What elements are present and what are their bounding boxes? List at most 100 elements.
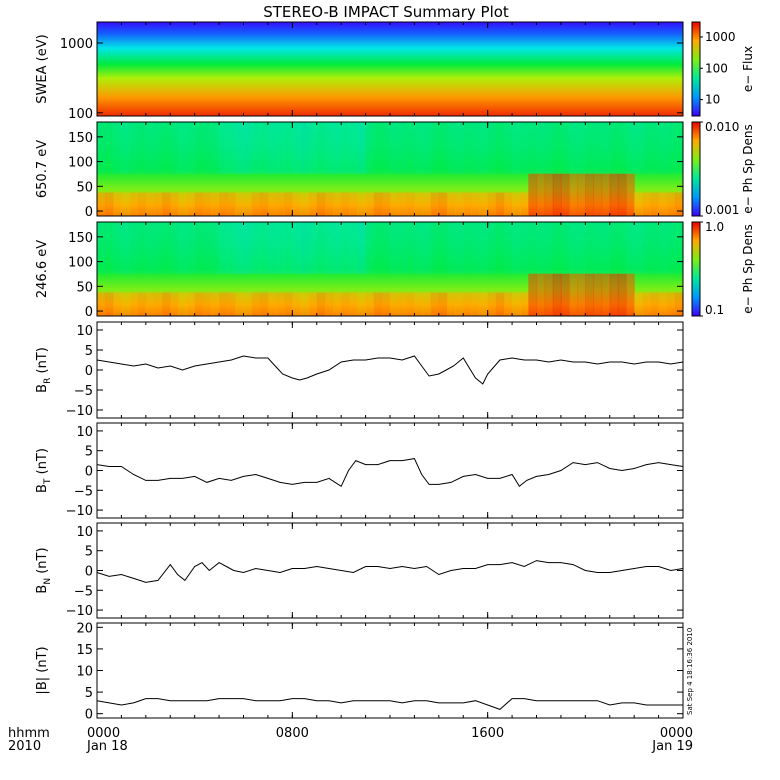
panel-pad650-band-8 xyxy=(162,192,171,216)
panel-pad246-band-33 xyxy=(365,292,375,316)
side-stamp: Sat Sep 4 18:16:36 2010 xyxy=(686,628,694,715)
panel-pad246-column-30 xyxy=(341,222,350,274)
panel-pad246-band-44 xyxy=(455,292,464,316)
panel-pad650-band-52 xyxy=(520,192,529,216)
panel-pad650-band-61 xyxy=(593,173,603,216)
panel-bmag-ytick-label: 15 xyxy=(76,643,93,658)
panel-br-frame xyxy=(96,321,684,419)
panel-pad650-band-25 xyxy=(300,192,310,216)
panel-bt-frame xyxy=(96,422,684,519)
panel-pad650: 0.001 0.010 e− Ph Sp Dens 0 50 100 150 650.7 eV xyxy=(35,120,755,220)
panel-pad650-band-34 xyxy=(373,192,383,216)
panel-bt: −10 −5 0 5 10 BT (nT) xyxy=(35,422,684,519)
panel-pad246-column-11 xyxy=(186,222,196,274)
panel-pad650-column-38 xyxy=(406,122,416,174)
panel-pad246-column-68 xyxy=(650,222,660,274)
panel-pad246-column-48 xyxy=(487,222,497,274)
panel-pad650-column-34 xyxy=(373,122,383,174)
panel-pad246-column-28 xyxy=(324,222,334,274)
panel-pad650-band-47 xyxy=(479,192,489,216)
panel-pad650-band-36 xyxy=(390,192,399,216)
panel-pad246-band-31 xyxy=(349,292,359,316)
panel-pad650-column-9 xyxy=(170,122,179,174)
panel-pad246-band-46 xyxy=(471,292,481,316)
panel-br-ylabel-text: B xyxy=(35,384,50,393)
panel-pad246-colorbar xyxy=(691,221,701,317)
panel-pad650-band-28 xyxy=(324,192,334,216)
panel-pad246-band-39 xyxy=(414,292,424,316)
panel-pad246-ylabel: 246.6 eV xyxy=(35,240,50,298)
panel-pad246-colorbar-tick-label: 1.0 xyxy=(705,220,724,234)
panel-pad650-ytick-label: 150 xyxy=(68,131,93,146)
panel-pad650-column-30 xyxy=(341,122,350,174)
panel-pad650-band-62 xyxy=(601,173,611,216)
panel-pad246-column-3 xyxy=(121,222,131,274)
panel-pad650-column-29 xyxy=(333,122,342,174)
panel-swea-colorbar-tick-label: 10 xyxy=(705,93,720,107)
panel-pad650-column-23 xyxy=(284,122,293,174)
panel-pad650-column-44 xyxy=(455,122,464,174)
panel-pad246-band-68 xyxy=(650,292,660,316)
panel-pad246-column-59 xyxy=(577,222,586,274)
panel-pad246-band-32 xyxy=(357,292,367,316)
panel-pad246-column-41 xyxy=(430,222,440,274)
x-tick-time-label: 1600 xyxy=(471,726,504,741)
panel-pad246-column-31 xyxy=(349,222,359,274)
panel-pad650-column-63 xyxy=(609,122,619,174)
panel-pad650-column-33 xyxy=(365,122,375,174)
panel-bn-ylabel-sub: N xyxy=(43,578,53,585)
panel-pad650-band-30 xyxy=(341,192,350,216)
panel-pad650-band-27 xyxy=(316,192,326,216)
panel-bn: −10 −5 0 5 10 BN (nT) xyxy=(35,522,684,619)
panel-pad246-column-52 xyxy=(520,222,529,274)
panel-swea: 10 100 1000 e− Flux 100 1000 SWEA (eV) xyxy=(35,21,755,122)
panel-pad246-column-65 xyxy=(626,222,635,274)
panel-pad650-band-54 xyxy=(536,173,546,216)
panel-pad650-band-65 xyxy=(626,173,635,216)
panel-pad246-column-56 xyxy=(552,222,562,274)
panel-pad246-column-51 xyxy=(512,222,521,274)
panel-pad650-band-50 xyxy=(503,192,513,216)
panel-pad246-band-1 xyxy=(105,292,114,316)
panel-pad650-band-33 xyxy=(365,192,375,216)
panel-pad246-column-67 xyxy=(642,222,652,274)
panel-br-ytick-label: 5 xyxy=(85,344,93,359)
panel-pad650-ytick-label: 100 xyxy=(68,156,93,171)
panel-br: −10 −5 0 5 10 BR (nT) xyxy=(35,321,684,419)
panel-pad650-column-8 xyxy=(162,122,171,174)
panel-pad650-band-29 xyxy=(333,192,342,216)
panel-bt-ytick-label: 0 xyxy=(85,465,93,480)
panel-br-ytick-label: 10 xyxy=(76,324,93,339)
panel-pad650-band-67 xyxy=(642,192,652,216)
panel-pad246-band-8 xyxy=(162,292,171,316)
panel-pad246-band-5 xyxy=(137,292,147,316)
panel-pad650-ylabel-text: 650.7 eV xyxy=(35,140,50,198)
panel-pad650-column-1 xyxy=(105,122,114,174)
panel-pad650-band-40 xyxy=(422,192,432,216)
panel-pad650-band-3 xyxy=(121,192,131,216)
panel-pad650-column-36 xyxy=(390,122,399,174)
panel-bmag-ylabel: |B| (nT) xyxy=(35,646,50,694)
panel-br-ytick-label: −5 xyxy=(74,384,93,399)
panel-pad246-column-40 xyxy=(422,222,432,274)
panel-pad650-band-44 xyxy=(455,192,464,216)
panel-bn-frame xyxy=(96,522,684,619)
panel-pad246-column-22 xyxy=(276,222,285,274)
panel-br-ylabel-sub: R xyxy=(43,378,53,384)
panel-bmag-ytick-label: 10 xyxy=(76,665,93,680)
panel-pad246-band-54 xyxy=(536,273,546,316)
panel-pad650-column-20 xyxy=(259,122,269,174)
panel-pad650-column-13 xyxy=(202,122,212,174)
panel-pad246-column-8 xyxy=(162,222,171,274)
panel-swea-spectrogram xyxy=(97,22,683,116)
panel-pad246-band-65 xyxy=(626,273,635,316)
panel-bmag-ytick-label: 20 xyxy=(76,621,93,636)
panel-pad650-band-56 xyxy=(552,173,562,216)
panel-pad246-column-60 xyxy=(585,222,595,274)
panel-pad650-band-14 xyxy=(210,192,220,216)
panel-pad650-band-43 xyxy=(446,192,456,216)
panel-pad650-column-31 xyxy=(349,122,359,174)
panel-pad246-band-37 xyxy=(398,292,407,316)
panel-pad246-column-69 xyxy=(658,222,668,274)
panel-pad650-colorbar-tick-label: 0.010 xyxy=(705,120,739,134)
